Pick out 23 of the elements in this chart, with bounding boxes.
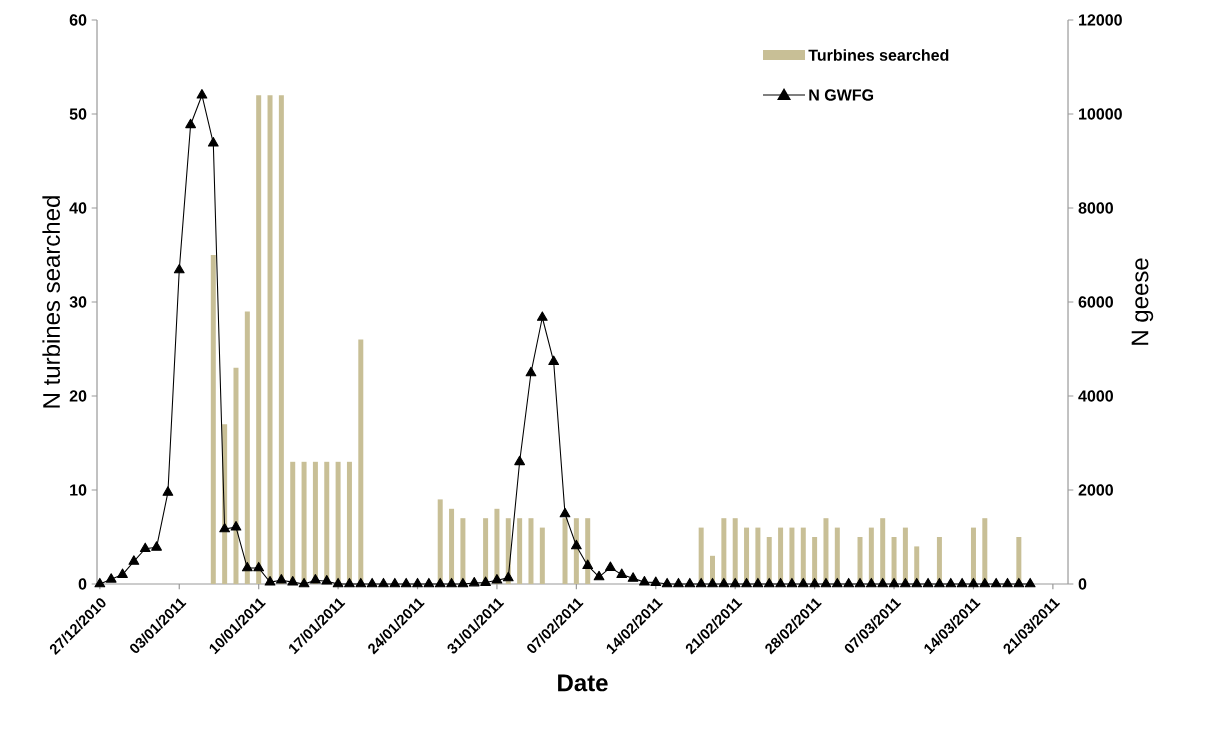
y2-tick-label: 8000 <box>1078 202 1113 214</box>
y2-tick-label: 12000 <box>1079 14 1122 26</box>
y-tick-label: 50 <box>69 108 87 120</box>
y2-tick-label: 0 <box>1078 578 1087 590</box>
bar <box>210 255 216 584</box>
y-tick-label: 10 <box>70 484 87 496</box>
y2-axis-title: N geese <box>1131 258 1154 345</box>
bar <box>517 518 523 584</box>
x-axis-title: Date <box>558 674 608 692</box>
y2-tick-label: 6000 <box>1078 296 1113 308</box>
legend-label: Turbines searched <box>808 49 949 61</box>
y-tick-label: 40 <box>69 202 87 214</box>
y-tick-label: 0 <box>78 578 87 590</box>
y-tick-label: 30 <box>69 296 87 308</box>
y2-tick-label: 4000 <box>1078 390 1113 402</box>
y-tick-label: 20 <box>69 390 87 402</box>
y-tick-label: 60 <box>69 14 87 26</box>
bar <box>528 518 534 584</box>
y-axis-title: N turbines searched <box>42 196 60 408</box>
y2-tick-label: 2000 <box>1078 484 1113 496</box>
y2-tick-label: 10000 <box>1079 108 1122 120</box>
legend-label: N GWFG <box>809 89 874 101</box>
bar <box>539 527 545 584</box>
